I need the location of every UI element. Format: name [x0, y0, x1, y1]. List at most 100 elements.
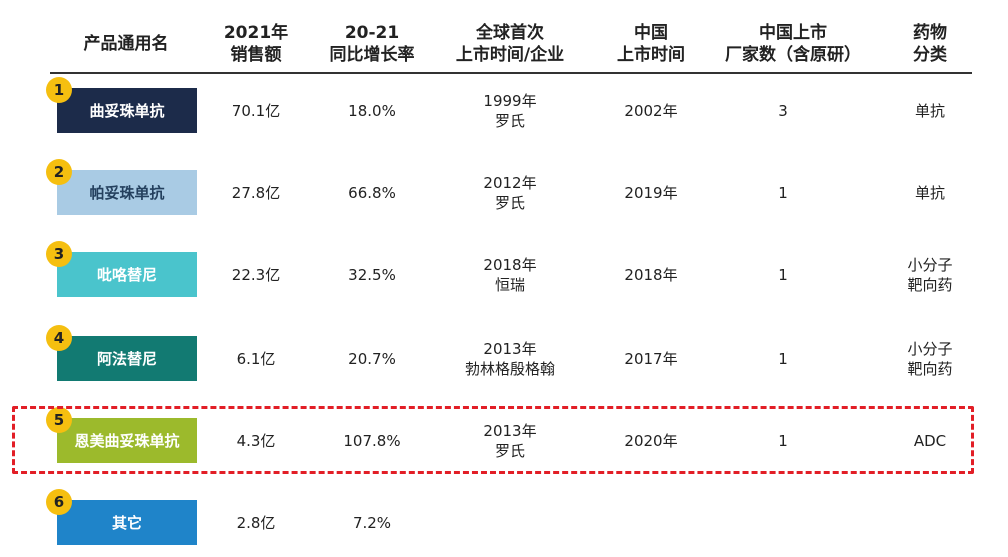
header-divider	[50, 72, 972, 74]
rank-badge: 3	[46, 241, 72, 267]
header-drug-class: 药物 分类	[890, 18, 970, 70]
china-launch-cell: 2002年	[596, 83, 706, 139]
header-china-makers: 中国上市 厂家数（含原研）	[718, 18, 868, 70]
global-company: 恒瑞	[494, 276, 525, 294]
drug-class-cell: 单抗	[886, 165, 974, 221]
drug-name: 吡咯替尼	[96, 266, 157, 284]
drug-class-line1: 小分子	[907, 340, 953, 358]
table-row: 帕妥珠单抗 2 27.8亿 66.8% 2012年 罗氏 2019年 1 单抗	[0, 159, 1008, 221]
growth-value: 32.5%	[348, 266, 396, 284]
global-launch-cell: 2013年罗氏	[440, 413, 580, 469]
highlight-box	[12, 406, 974, 474]
makers-cell: 1	[718, 413, 848, 469]
growth-cell: 7.2%	[312, 495, 432, 551]
header-line1: 药物	[913, 23, 947, 43]
header-line1: 20-21	[344, 23, 400, 43]
drug-class-line1: 单抗	[914, 184, 945, 202]
drug-name-pill: 恩美曲妥珠单抗	[57, 418, 197, 463]
rank-badge: 2	[46, 159, 72, 185]
growth-value: 18.0%	[348, 102, 396, 120]
drug-class-cell: 小分子 靶向药	[886, 331, 974, 387]
drug-class-line2: 靶向药	[907, 276, 953, 294]
rank-badge: 1	[46, 77, 72, 103]
header-line2: 分类	[913, 45, 947, 65]
global-launch-cell: 2012年罗氏	[440, 165, 580, 221]
global-company: 罗氏	[494, 194, 525, 212]
china-year: 2002年	[624, 102, 678, 120]
drug-class-cell: 小分子 靶向药	[886, 247, 974, 303]
makers-cell: 1	[718, 331, 848, 387]
global-year: 2013年	[483, 340, 537, 358]
growth-cell: 18.0%	[312, 83, 432, 139]
header-line1: 2021年	[223, 23, 289, 43]
table-row: 其它 6 2.8亿 7.2%	[0, 489, 1008, 551]
drug-class-line2: 靶向药	[907, 360, 953, 378]
rank-badge: 5	[46, 407, 72, 433]
table-row: 恩美曲妥珠单抗 5 4.3亿 107.8% 2013年 罗氏 2020年 1 AD…	[0, 407, 1008, 469]
sales-value: 22.3亿	[231, 266, 281, 284]
header-line2: 上市时间/企业	[455, 45, 565, 65]
table-row: 曲妥珠单抗 1 70.1亿 18.0% 1999年罗氏 2002年 3 单抗	[0, 77, 1008, 139]
growth-cell: 32.5%	[312, 247, 432, 303]
drug-name-pill: 其它	[57, 500, 197, 545]
growth-cell: 107.8%	[312, 413, 432, 469]
header-line2: 厂家数（含原研）	[725, 45, 861, 65]
drug-name-pill: 帕妥珠单抗	[57, 170, 197, 215]
header-line1: 中国	[634, 23, 668, 43]
header-line2: 销售额	[230, 45, 282, 65]
header-line2: 上市时间	[617, 45, 685, 65]
global-launch-cell: 2018年 恒瑞	[440, 247, 580, 303]
sales-cell: 2.8亿	[208, 495, 304, 551]
drug-class-line1: 单抗	[914, 102, 945, 120]
header-growth: 20-21 同比增长率	[312, 18, 432, 70]
header-sales: 2021年 销售额	[208, 18, 304, 70]
header-line2: 同比增长率	[329, 45, 415, 65]
drug-name: 恩美曲妥珠单抗	[74, 432, 180, 450]
sales-value: 2.8亿	[236, 514, 276, 532]
table-row: 阿法替尼 4 6.1亿 20.7% 2013年勃林格殷格翰 2017年 1 小分…	[0, 325, 1008, 387]
header-line1: 中国上市	[759, 23, 827, 43]
global-launch-cell: 2013年勃林格殷格翰	[440, 331, 580, 387]
rank-badge: 4	[46, 325, 72, 351]
china-year: 2018年	[624, 266, 678, 284]
header-global-launch: 全球首次 上市时间/企业	[440, 18, 580, 70]
header-line1: 全球首次	[476, 23, 544, 43]
growth-cell: 66.8%	[312, 165, 432, 221]
drug-name-pill: 吡咯替尼	[57, 252, 197, 297]
drug-class-line1: ADC	[913, 432, 947, 450]
sales-value: 27.8亿	[231, 184, 281, 202]
header-line1: 产品通用名	[83, 34, 169, 54]
makers-cell: 1	[718, 247, 848, 303]
global-year: 2012年	[483, 174, 537, 192]
global-company: 勃林格殷格翰	[464, 360, 555, 378]
makers-count: 1	[778, 350, 788, 368]
table-row: 吡咯替尼 3 22.3亿 32.5% 2018年 恒瑞 2018年 1 小分子 靶向…	[0, 241, 1008, 303]
sales-value: 70.1亿	[231, 102, 281, 120]
makers-count: 1	[778, 432, 788, 450]
makers-count: 1	[778, 266, 788, 284]
china-launch-cell: 2018年	[596, 247, 706, 303]
sales-cell: 4.3亿	[208, 413, 304, 469]
sales-cell: 22.3亿	[208, 247, 304, 303]
global-year: 2013年	[483, 422, 537, 440]
drug-name: 曲妥珠单抗	[89, 102, 165, 120]
global-company: 罗氏	[494, 112, 525, 130]
header-china-launch: 中国 上市时间	[596, 18, 706, 70]
drug-name: 帕妥珠单抗	[89, 184, 165, 202]
sales-value: 4.3亿	[236, 432, 276, 450]
makers-count: 3	[778, 102, 788, 120]
drug-class-cell: ADC	[886, 413, 974, 469]
china-launch-cell: 2017年	[596, 331, 706, 387]
global-year: 1999年	[483, 92, 537, 110]
drug-name: 其它	[111, 514, 142, 532]
global-company: 罗氏	[494, 442, 525, 460]
growth-cell: 20.7%	[312, 331, 432, 387]
sales-cell: 27.8亿	[208, 165, 304, 221]
growth-value: 107.8%	[343, 432, 401, 450]
growth-value: 7.2%	[352, 514, 392, 532]
header-product-name: 产品通用名	[56, 18, 196, 70]
sales-cell: 70.1亿	[208, 83, 304, 139]
drug-name: 阿法替尼	[96, 350, 157, 368]
drug-name-pill: 阿法替尼	[57, 336, 197, 381]
sales-value: 6.1亿	[236, 350, 276, 368]
